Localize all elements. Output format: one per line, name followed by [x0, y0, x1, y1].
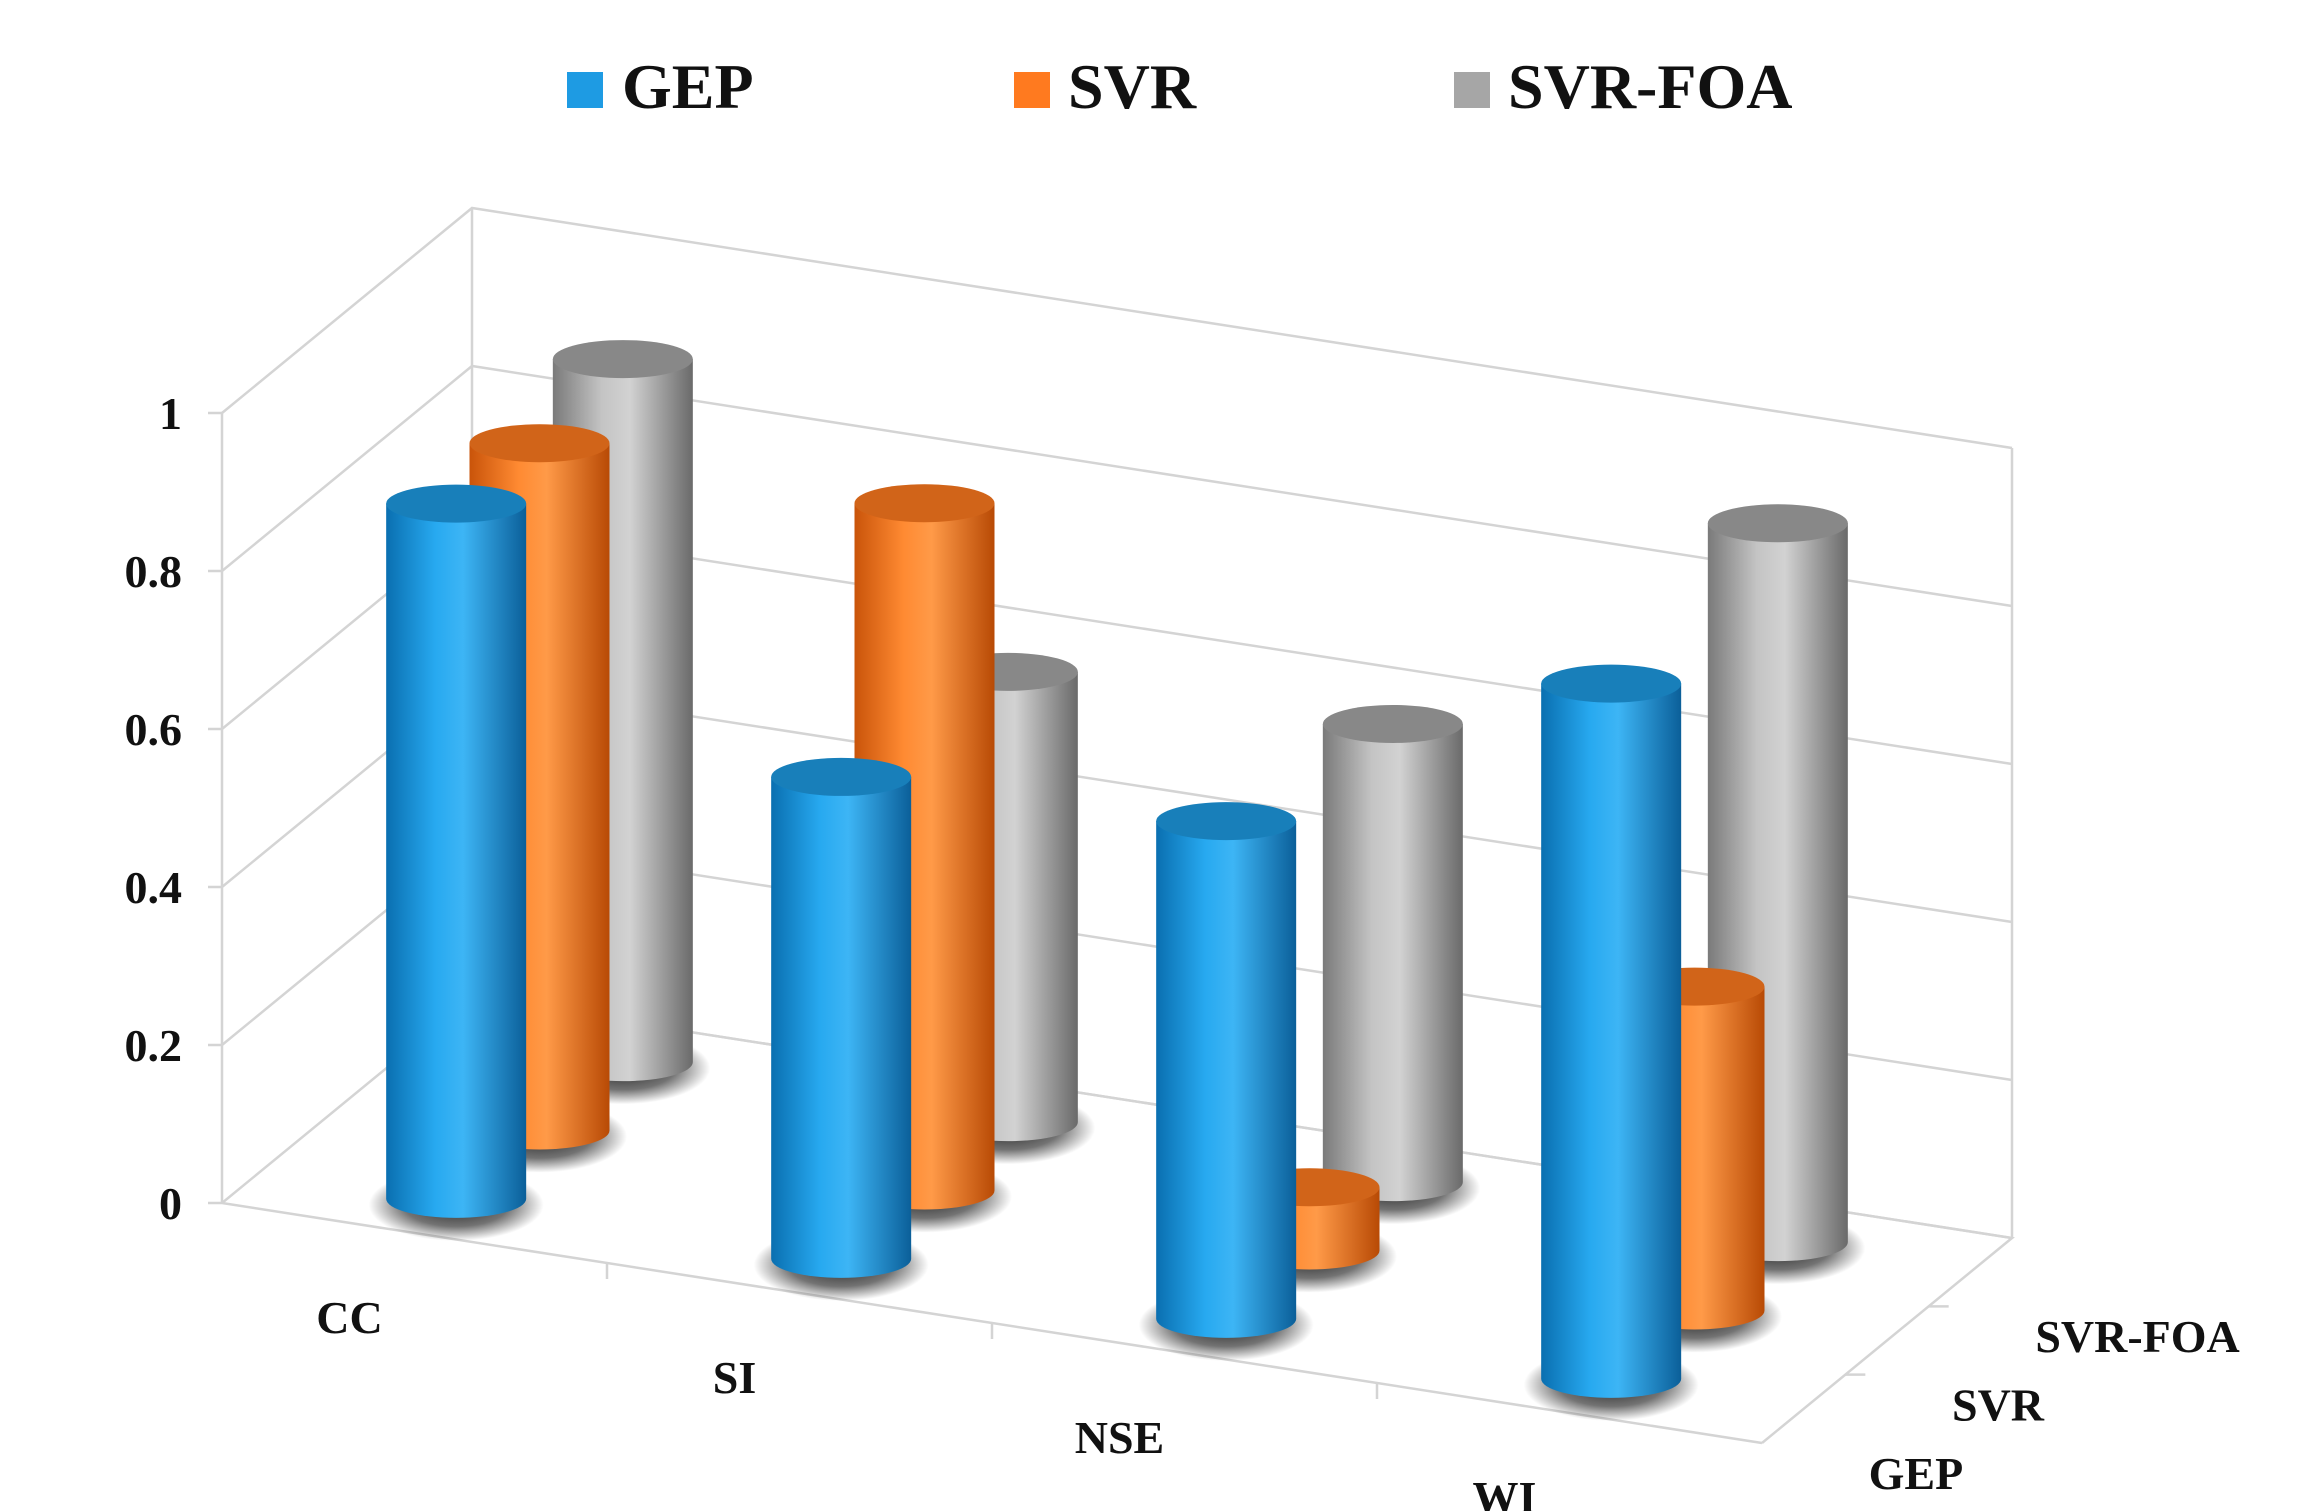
bar-body: [1322, 723, 1463, 1202]
legend-label-svr-foa: SVR-FOA: [1508, 51, 1792, 122]
bar-top-shade: [771, 757, 912, 796]
gridline: [221, 206, 2013, 450]
legend-label-gep: GEP: [622, 51, 754, 122]
legend: GEP SVR SVR-FOA: [567, 51, 1792, 122]
bars: [368, 340, 1866, 1421]
y-axis-ticks: 0 0.2 0.4 0.6 0.8 1: [125, 388, 222, 1229]
y-tick-label: 0.6: [125, 704, 183, 755]
bar-top: [386, 484, 527, 523]
y-tick-label: 0.2: [125, 1020, 183, 1071]
x-tick-label: SI: [713, 1352, 756, 1403]
bar-top-shade: [386, 484, 527, 523]
bar-svr-foa-nse: [1305, 704, 1481, 1225]
legend-swatch-svr: [1014, 72, 1050, 108]
bar-body: [386, 503, 527, 1218]
bar-top: [1322, 704, 1463, 743]
bar-top-shade: [1707, 504, 1848, 543]
x-tick-label: CC: [316, 1292, 382, 1343]
bar-gep-si: [753, 757, 929, 1301]
bar-top: [552, 340, 693, 379]
bar-gep-wi: [1523, 664, 1699, 1421]
depth-tick-label: GEP: [1869, 1448, 1964, 1499]
y-tick-label: 0.4: [125, 862, 183, 913]
bar-top-shade: [1541, 664, 1682, 703]
bar-top-shade: [469, 424, 610, 463]
legend-label-svr: SVR: [1068, 51, 1197, 122]
bar-body: [1156, 821, 1297, 1338]
x-tick-label: NSE: [1075, 1412, 1164, 1463]
bar-top: [1156, 802, 1297, 841]
bar-top: [854, 484, 995, 523]
depth-axis-ticks: GEP SVR SVR-FOA: [1845, 1305, 2240, 1499]
y-tick-label: 1: [159, 388, 182, 439]
bar-body: [771, 776, 912, 1278]
bar-top-shade: [854, 484, 995, 523]
bar-top: [1707, 504, 1848, 543]
y-tick-label: 0.8: [125, 546, 183, 597]
bar-top-shade: [1156, 802, 1297, 841]
bar-top: [1541, 664, 1682, 703]
bar-top: [771, 757, 912, 796]
y-tick-label: 0: [159, 1178, 182, 1229]
bar-top: [469, 424, 610, 463]
bar-top-shade: [552, 340, 693, 379]
bar-gep-cc: [368, 484, 544, 1241]
depth-tick-label: SVR: [1952, 1380, 2045, 1431]
legend-swatch-gep: [567, 72, 603, 108]
x-axis-ticks: CC SI NSE WI: [316, 1263, 1536, 1511]
bar-top-shade: [1322, 704, 1463, 743]
bar-body: [1541, 683, 1682, 1398]
legend-swatch-svr-foa: [1454, 72, 1490, 108]
bar-gep-nse: [1138, 802, 1314, 1361]
depth-tick-label: SVR-FOA: [2035, 1311, 2239, 1362]
x-tick-label: WI: [1473, 1472, 1537, 1511]
